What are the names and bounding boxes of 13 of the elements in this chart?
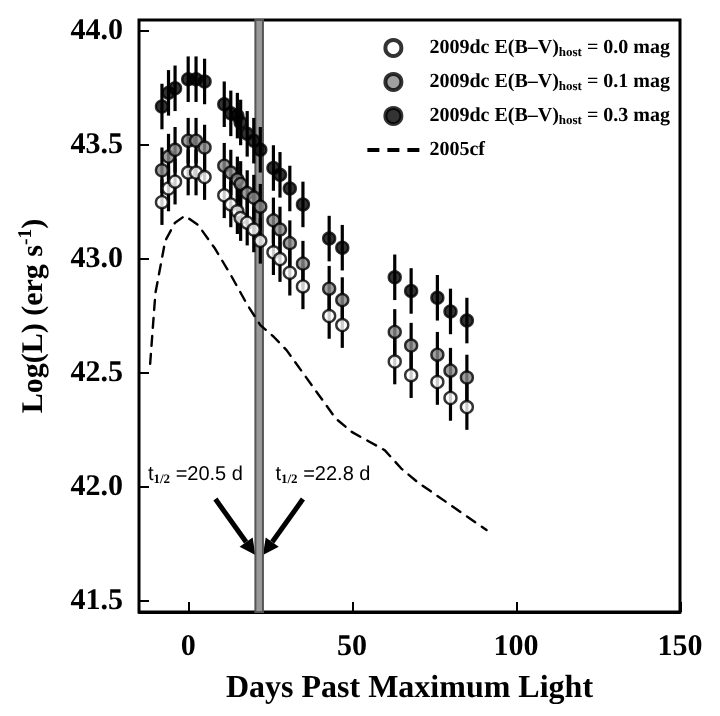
y-axis-title: Log(L) (erg s-1) <box>15 218 50 414</box>
y-tick-label: 42.0 <box>70 470 123 503</box>
y-tick-label: 42.5 <box>70 356 123 389</box>
y-tick-label: 43.0 <box>70 243 123 276</box>
y-tick-label: 44.0 <box>70 15 123 48</box>
x-axis-title: Days Past Maximum Light <box>225 671 595 705</box>
x-tick-label: 150 <box>657 631 703 663</box>
legend-label: 2005cf <box>429 139 487 161</box>
x-tick-label: 0 <box>180 631 196 663</box>
y-tick-label: 43.5 <box>70 129 123 162</box>
y-tick-label: 41.5 <box>70 584 123 617</box>
x-tick-label: 50 <box>337 631 368 663</box>
x-tick-label: 100 <box>493 631 539 663</box>
